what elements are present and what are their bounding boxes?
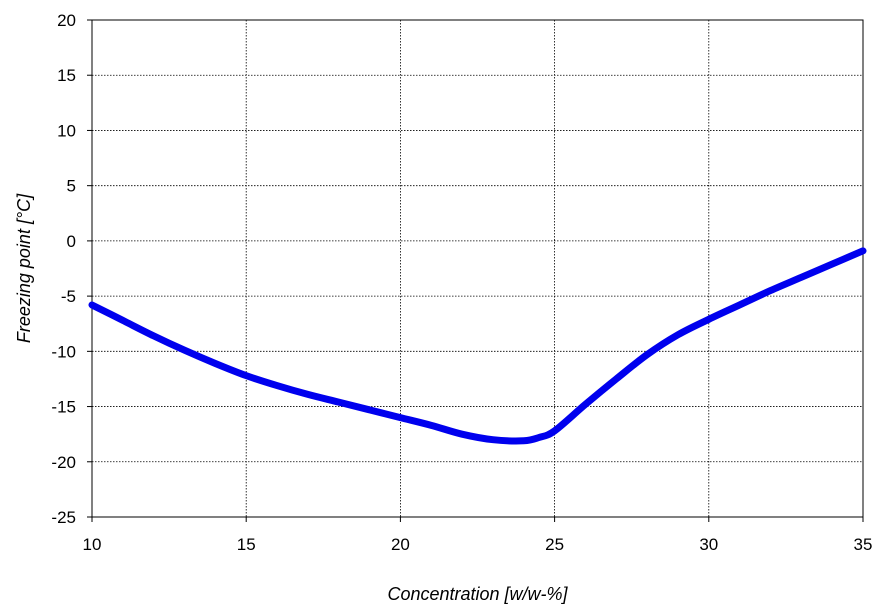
x-tick-label: 25	[545, 535, 564, 554]
tick-layer: 10 15 20 25 30 35 20 15 10 5 0 -5 -10 -15 -20 -25	[51, 11, 872, 554]
freezing-point-series-line	[88, 247, 867, 445]
x-tick-label: 30	[699, 535, 718, 554]
y-tick-label: -5	[61, 287, 76, 306]
y-tick-label: -20	[51, 453, 76, 472]
series-layer	[88, 247, 867, 445]
y-tick-label: 0	[67, 232, 76, 251]
y-tick-label: -10	[51, 342, 76, 361]
plot-area-border	[91, 19, 864, 518]
y-axis-title: Freezing point [°C]	[14, 193, 34, 343]
x-axis-title: Concentration [w/w-%]	[387, 584, 568, 604]
x-tick-label: 35	[854, 535, 873, 554]
y-tick-label: 20	[57, 11, 76, 30]
grid-layer	[92, 20, 863, 517]
x-tick-label: 15	[237, 535, 256, 554]
y-tick-label: 15	[57, 66, 76, 85]
x-tick-label: 20	[391, 535, 410, 554]
y-tick-label: -15	[51, 398, 76, 417]
y-tick-label: -25	[51, 508, 76, 527]
y-tick-label: 5	[67, 177, 76, 196]
y-tick-label: 10	[57, 121, 76, 140]
x-tick-label: 10	[83, 535, 102, 554]
